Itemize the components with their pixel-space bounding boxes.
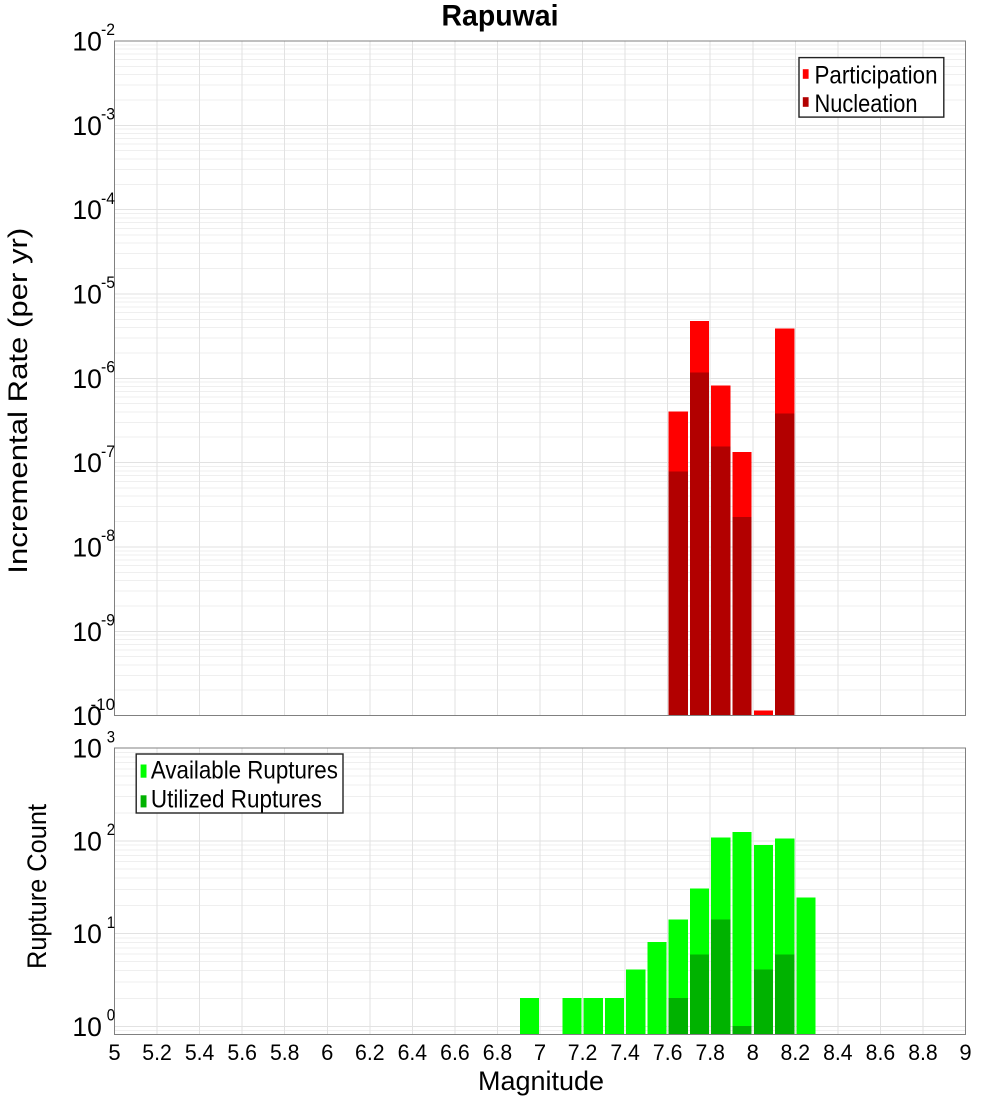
svg-text:9: 9 bbox=[959, 1040, 971, 1065]
svg-text:10: 10 bbox=[72, 111, 102, 141]
svg-text:Available Ruptures: Available Ruptures bbox=[151, 757, 338, 785]
svg-text:-7: -7 bbox=[101, 442, 115, 461]
svg-text:Rupture Count: Rupture Count bbox=[22, 804, 52, 969]
svg-text:-8: -8 bbox=[101, 526, 115, 545]
svg-text:7.4: 7.4 bbox=[610, 1040, 640, 1065]
svg-text:10: 10 bbox=[72, 195, 102, 225]
svg-text:8.8: 8.8 bbox=[908, 1040, 938, 1065]
svg-text:8.2: 8.2 bbox=[781, 1040, 811, 1065]
svg-text:Rapuwai: Rapuwai bbox=[442, 0, 559, 33]
svg-text:Incremental Rate (per yr): Incremental Rate (per yr) bbox=[3, 228, 33, 574]
svg-text:10: 10 bbox=[72, 27, 102, 57]
svg-text:-2: -2 bbox=[101, 20, 115, 39]
svg-text:6: 6 bbox=[321, 1040, 333, 1065]
svg-text:10: 10 bbox=[72, 532, 102, 562]
svg-text:10: 10 bbox=[72, 701, 102, 731]
svg-text:-6: -6 bbox=[101, 358, 115, 377]
svg-text:10: 10 bbox=[72, 826, 102, 856]
svg-text:6.4: 6.4 bbox=[398, 1040, 428, 1065]
svg-text:7.2: 7.2 bbox=[568, 1040, 598, 1065]
svg-text:5.2: 5.2 bbox=[142, 1040, 172, 1065]
svg-text:1: 1 bbox=[107, 913, 115, 932]
svg-text:10: 10 bbox=[72, 1012, 102, 1042]
svg-text:7: 7 bbox=[534, 1040, 546, 1065]
svg-text:Magnitude: Magnitude bbox=[478, 1066, 604, 1096]
svg-text:0: 0 bbox=[107, 1006, 115, 1025]
svg-text:10: 10 bbox=[72, 617, 102, 647]
svg-text:8.4: 8.4 bbox=[823, 1040, 853, 1065]
svg-text:10: 10 bbox=[72, 279, 102, 309]
svg-text:2: 2 bbox=[107, 820, 115, 839]
svg-text:-9: -9 bbox=[101, 610, 115, 629]
svg-text:Nucleation: Nucleation bbox=[815, 90, 918, 118]
svg-text:7.8: 7.8 bbox=[695, 1040, 725, 1065]
svg-text:-4: -4 bbox=[101, 189, 115, 208]
svg-text:3: 3 bbox=[107, 727, 115, 746]
svg-text:5: 5 bbox=[108, 1040, 120, 1065]
svg-text:5.4: 5.4 bbox=[185, 1040, 215, 1065]
svg-text:-10: -10 bbox=[91, 695, 116, 714]
svg-text:7.6: 7.6 bbox=[653, 1040, 683, 1065]
svg-text:5.6: 5.6 bbox=[227, 1040, 257, 1065]
svg-text:10: 10 bbox=[72, 364, 102, 394]
svg-text:5.8: 5.8 bbox=[270, 1040, 300, 1065]
svg-text:6.6: 6.6 bbox=[440, 1040, 470, 1065]
svg-text:6.2: 6.2 bbox=[355, 1040, 385, 1065]
svg-text:-3: -3 bbox=[101, 105, 115, 124]
svg-text:8: 8 bbox=[747, 1040, 759, 1065]
svg-text:Participation: Participation bbox=[815, 61, 938, 89]
svg-text:10: 10 bbox=[72, 448, 102, 478]
svg-text:6.8: 6.8 bbox=[483, 1040, 513, 1065]
svg-text:-5: -5 bbox=[101, 273, 115, 292]
svg-text:10: 10 bbox=[72, 919, 102, 949]
svg-text:10: 10 bbox=[72, 734, 102, 764]
svg-text:8.6: 8.6 bbox=[866, 1040, 896, 1065]
svg-text:Utilized Ruptures: Utilized Ruptures bbox=[151, 786, 322, 814]
